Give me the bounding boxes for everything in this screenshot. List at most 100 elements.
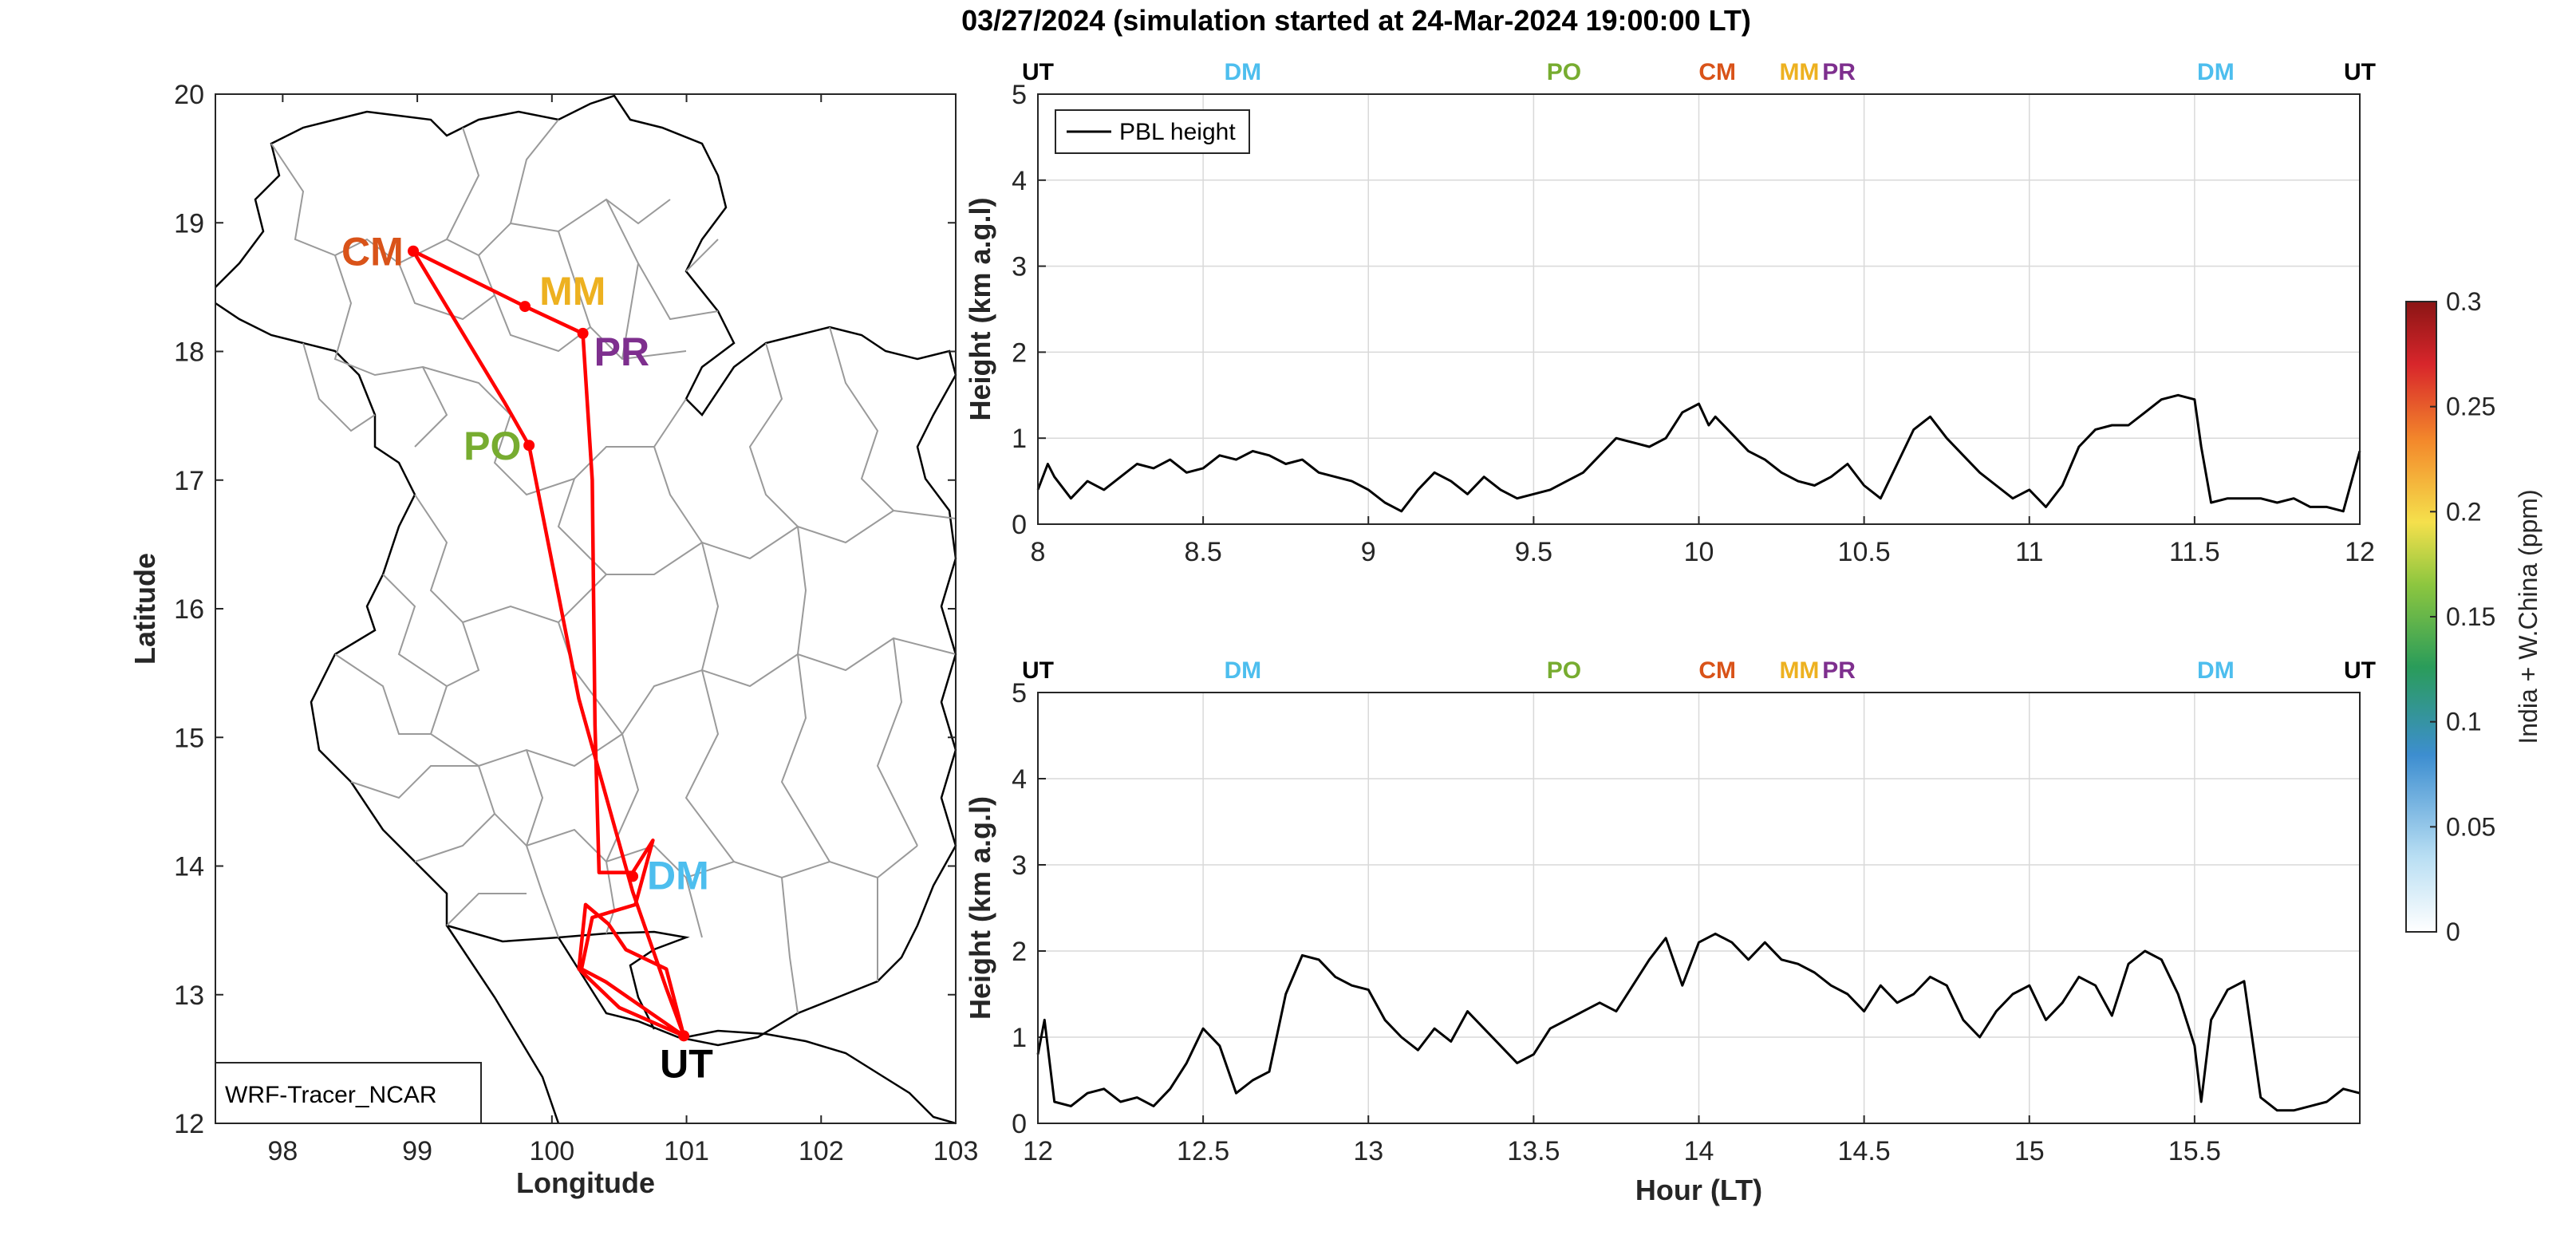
map-boundaries: [215, 94, 957, 1125]
x-tick-label: 14: [1684, 1136, 1714, 1166]
y-tick-label: 2: [1012, 337, 1027, 368]
map-site-label-po: PO: [464, 424, 521, 468]
site-marker-dm: [627, 870, 639, 882]
site-marker-label-dm: DM: [2197, 657, 2235, 684]
map-y-tick-label: 14: [174, 852, 204, 882]
map-sites: CM MM PR PO DM UT: [341, 230, 713, 1087]
legend: PBL height: [1055, 109, 1250, 154]
pbl-height-line: [1036, 932, 2361, 1112]
country-border: [215, 94, 957, 1047]
site-marker-po: [523, 440, 535, 452]
panel-axes-box: [1037, 93, 2361, 525]
y-tick-label: 4: [1012, 166, 1027, 196]
x-tick-label: 11.5: [2169, 537, 2220, 567]
flight-track: [412, 249, 686, 1038]
site-marker-label-cm: CM: [1698, 657, 1736, 684]
map-panel: CM MM PR PO DM UT 98 99 100 101 102 103 12 13 14 15 16…: [128, 80, 978, 1199]
site-marker-label-ut: UT: [2344, 59, 2376, 85]
site-marker-label-po: PO: [1547, 657, 1581, 684]
figure-title: 03/27/2024 (simulation started at 24-Mar…: [961, 4, 1751, 37]
site-marker-label-mm: MM: [1779, 657, 1819, 684]
y-tick-label: 0: [1012, 1109, 1027, 1139]
site-marker-label-ut: UT: [2344, 657, 2376, 684]
x-tick-label: 8: [1031, 537, 1046, 567]
model-label: WRF-Tracer_NCAR: [225, 1082, 437, 1108]
map-x-tick-label: 103: [933, 1136, 979, 1166]
map-site-label-pr: PR: [594, 330, 649, 374]
site-marker-ut: [678, 1030, 690, 1042]
x-tick-label: 12.5: [1177, 1136, 1229, 1166]
map-y-tick-label: 13: [174, 981, 204, 1011]
map-background: [215, 94, 956, 1123]
y-tick-label: 4: [1012, 764, 1027, 795]
province-boundaries: [270, 119, 957, 1014]
y-tick-label: 0: [1012, 510, 1027, 540]
map-y-tick-label: 16: [174, 594, 204, 625]
site-marker-label-pr: PR: [1822, 657, 1856, 684]
site-marker-label-dm: DM: [1225, 59, 1262, 85]
site-marker-pr: [577, 327, 589, 339]
x-tick-label: 10.5: [1838, 537, 1891, 567]
map-x-tick-label: 99: [402, 1136, 432, 1166]
colorbar-tick-label: 0: [2446, 917, 2460, 946]
x-tick-label: 12: [2345, 537, 2375, 567]
map-x-tick-label: 98: [267, 1136, 298, 1166]
site-marker-label-pr: PR: [1822, 59, 1856, 85]
y-tick-label: 1: [1012, 424, 1027, 454]
site-marker-label-cm: CM: [1698, 59, 1736, 85]
y-tick-label: 5: [1012, 678, 1027, 708]
colorbar-tick-label: 0.05: [2446, 812, 2495, 841]
x-tick-label: 10: [1684, 537, 1714, 567]
colorbar: 0 0.05 0.1 0.15 0.2 0.25 0.3 India + W.China (…: [2405, 287, 2542, 946]
map-y-tick-label: 15: [174, 723, 204, 753]
map-y-tick-label: 19: [174, 208, 204, 239]
map-y-axis-label: Latitude: [128, 553, 161, 665]
map-y-ticks: 12 13 14 15 16 17 18 19 20: [174, 80, 956, 1139]
y-tick-label: 3: [1012, 252, 1027, 282]
map-x-ticks: 98 99 100 101 102 103: [267, 94, 978, 1166]
colorbar-tick-label: 0.2: [2446, 497, 2481, 526]
map-axes-box: [215, 93, 957, 1124]
colorbar-tick-label: 0.1: [2446, 708, 2481, 736]
panel-axes-box: [1037, 692, 2361, 1124]
map-y-tick-label: 17: [174, 466, 204, 496]
x-tick-label: 15.5: [2168, 1136, 2221, 1166]
x-tick-label: 12: [1023, 1136, 1053, 1166]
map-site-label-ut: UT: [660, 1041, 713, 1086]
y-tick-label: 2: [1012, 937, 1027, 967]
legend-label: PBL height: [1119, 119, 1236, 145]
colorbar-label: India + W.China (ppm): [2514, 489, 2542, 744]
map-site-label-mm: MM: [539, 269, 606, 314]
x-tick-label: 14.5: [1838, 1136, 1891, 1166]
x-tick-label: 11: [2015, 537, 2043, 567]
site-marker-label-ut: UT: [1022, 657, 1054, 684]
map-site-label-cm: CM: [341, 230, 404, 274]
x-tick-label: 9.5: [1515, 537, 1552, 567]
map-y-tick-label: 20: [174, 80, 204, 110]
x-tick-label: 15: [2014, 1136, 2045, 1166]
x-tick-label: 9: [1361, 537, 1376, 567]
colorbar-tick-label: 0.3: [2446, 287, 2481, 316]
site-marker-label-dm: DM: [1225, 657, 1262, 684]
colorbar-tick-label: 0.25: [2446, 393, 2495, 421]
pbl-height-line: [1036, 393, 2361, 513]
y-tick-label: 3: [1012, 850, 1027, 881]
colorbar-tick-label: 0.15: [2446, 602, 2495, 631]
site-marker-label-po: PO: [1547, 59, 1581, 85]
map-y-tick-label: 12: [174, 1109, 204, 1139]
x-axis-label: Hour (LT): [1635, 1174, 1762, 1206]
site-marker-cm: [408, 245, 420, 257]
model-label-box: [215, 1062, 482, 1124]
map-y-tick-label: 18: [174, 337, 204, 368]
y-axis-label: Height (km a.g.l): [964, 197, 996, 420]
x-tick-label: 13: [1353, 1136, 1383, 1166]
y-axis-label: Height (km a.g.l): [964, 796, 996, 1020]
map-x-axis-label: Longitude: [516, 1166, 655, 1199]
map-x-tick-label: 101: [664, 1136, 709, 1166]
y-tick-label: 5: [1012, 80, 1027, 110]
map-x-tick-label: 102: [799, 1136, 844, 1166]
